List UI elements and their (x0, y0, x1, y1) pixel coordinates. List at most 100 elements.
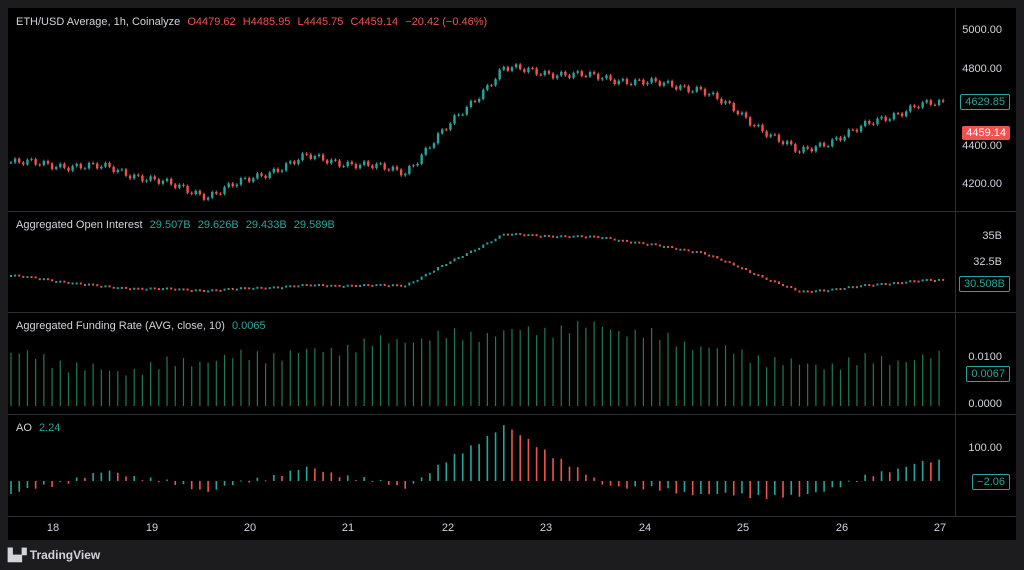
ao-bar (708, 481, 710, 495)
candle-body (683, 85, 686, 87)
oi-candle (683, 248, 686, 251)
oi-candle (457, 257, 460, 260)
ao-bar (741, 481, 743, 494)
candle-body (601, 78, 604, 80)
candle-body (469, 100, 473, 107)
candle-body (211, 192, 214, 198)
ao-bar (149, 477, 152, 481)
oi-candle (654, 243, 657, 246)
funding-bar (675, 346, 677, 406)
oi-candle (942, 278, 945, 281)
ao-legend[interactable]: AO 2.24 (16, 422, 64, 434)
ao-bar (34, 481, 37, 489)
funding-bar (10, 352, 12, 406)
symbol-label[interactable]: ETH/USD Average, 1h, Coinalyze (16, 16, 181, 28)
ao-bar (264, 480, 267, 482)
oi-candle (22, 275, 25, 278)
price-tick: 4800.00 (962, 63, 1002, 75)
plot-canvas[interactable] (8, 8, 1016, 540)
oi-candle (576, 235, 579, 238)
pane-divider[interactable] (8, 312, 1016, 313)
funding-legend[interactable]: Aggregated Funding Rate (AVG, close, 10)… (16, 320, 270, 332)
candle-body (108, 162, 111, 167)
candle-body (313, 156, 317, 159)
candle-body (621, 78, 625, 81)
candle-body (371, 165, 374, 169)
funding-bar (437, 330, 439, 406)
ao-bar (724, 481, 727, 493)
x-tick: 24 (638, 522, 652, 534)
candle-body (638, 79, 641, 81)
candle-body (264, 175, 267, 178)
ao-bar (43, 481, 45, 485)
tv-logo-icon: ▙▞ (8, 548, 30, 562)
funding-bar (100, 369, 102, 406)
oi-candle (51, 279, 54, 282)
oi-candle (597, 235, 600, 238)
ao-bar (240, 480, 242, 482)
oi-candle (239, 287, 242, 290)
ao-bar (659, 481, 661, 491)
oi-candle (531, 234, 534, 237)
ao-bar (223, 481, 226, 486)
candle-body (502, 67, 505, 70)
oi-legend[interactable]: Aggregated Open Interest 29.507B 29.626B… (16, 219, 339, 231)
oi-candle (252, 287, 255, 290)
oi-candle (338, 284, 341, 287)
funding-bar (544, 327, 546, 406)
funding-bar (26, 350, 29, 406)
candle-body (457, 114, 460, 116)
price-legend[interactable]: ETH/USD Average, 1h, Coinalyze O4479.62 … (16, 16, 491, 28)
candle-body (555, 75, 559, 79)
candle-body (490, 85, 493, 87)
oi-candle (387, 285, 390, 288)
candle-body (174, 184, 177, 188)
oi-candle (182, 288, 185, 291)
oi-candle (412, 281, 415, 284)
pane-divider[interactable] (8, 414, 1016, 415)
candle-body (781, 141, 785, 145)
ao-bar (297, 469, 300, 481)
candle-body (22, 162, 25, 165)
oi-candle (905, 281, 908, 284)
ao-bar (174, 481, 177, 486)
oi-candle (391, 284, 394, 287)
candle-body (872, 123, 875, 125)
chart-frame[interactable]: ETH/USD Average, 1h, Coinalyze O4479.62 … (8, 8, 1016, 540)
candle-body (670, 80, 674, 87)
funding-bar (43, 354, 45, 406)
funding-bar (494, 336, 497, 406)
candle-body (38, 164, 41, 166)
funding-bar (815, 364, 817, 406)
ao-bar (470, 445, 472, 481)
candle-body (367, 161, 370, 166)
candle-body (186, 185, 189, 193)
oi-candle (281, 287, 284, 290)
candle-body (128, 175, 132, 179)
ao-bar (51, 481, 53, 487)
pane-divider[interactable] (8, 211, 1016, 212)
ao-bar (141, 480, 144, 482)
ao-bar (650, 481, 653, 487)
ao-bar (938, 459, 940, 481)
ao-bar (453, 453, 456, 481)
candle-body (506, 67, 510, 71)
candle-body (453, 115, 456, 124)
oi-candle (326, 285, 329, 288)
oi-candle (10, 275, 12, 277)
tradingview-logo[interactable]: ▙▞ TradingView (8, 548, 100, 562)
ao-bar (133, 476, 135, 481)
ao-bar (478, 444, 480, 481)
candle-body (835, 137, 838, 140)
candle-body (50, 163, 54, 170)
candle-body (338, 160, 341, 167)
candle-body (161, 180, 165, 184)
candle-body (124, 169, 128, 176)
oi-candle (453, 258, 456, 262)
oi-candle (383, 283, 386, 286)
oi-candle (264, 287, 267, 290)
candle-body (519, 64, 522, 70)
funding-bar (651, 327, 653, 406)
oi-candle (621, 239, 624, 242)
candle-body (851, 129, 855, 131)
